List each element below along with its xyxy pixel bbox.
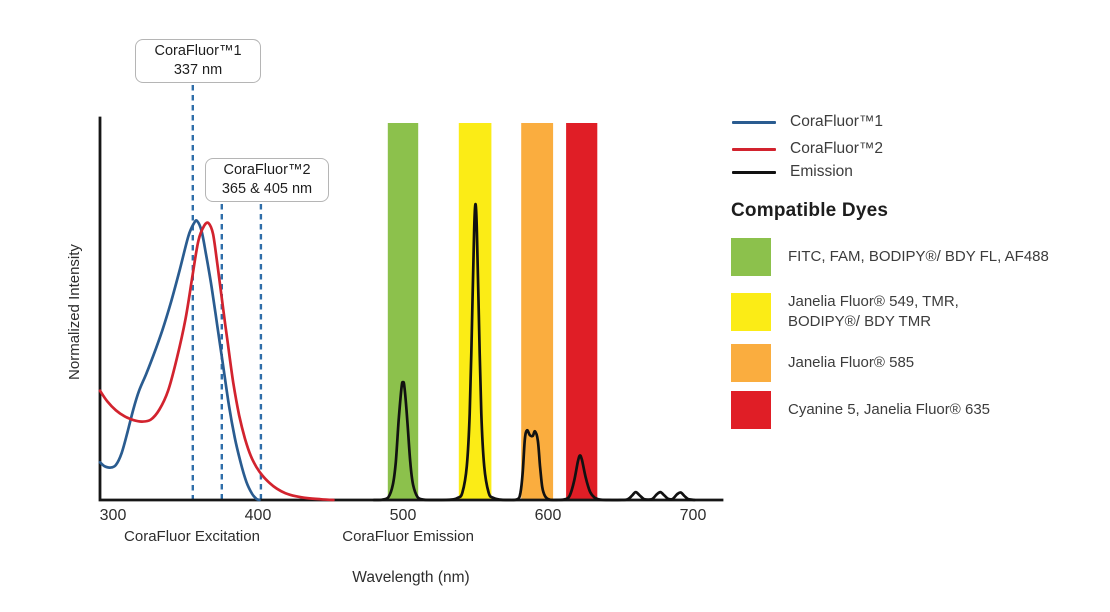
curve-excitation-0 (98, 219, 261, 502)
legend-label: Emission (790, 163, 853, 180)
curve-excitation-1 (98, 221, 335, 502)
callout-title: CoraFluor™2 (223, 162, 311, 178)
dye-item-orange: Janelia Fluor® 585 (731, 344, 914, 382)
x-tick-label-500: 500 (390, 507, 417, 524)
curve-emission-2 (372, 202, 696, 502)
axis-group-label-1: CoraFluor Emission (342, 528, 474, 545)
dye-label: Janelia Fluor® 549, TMR, BODIPY®/ BDY TM… (788, 292, 959, 331)
callout-corafluor1-337nm: CoraFluor™1 337 nm (135, 39, 261, 83)
dye-label-line: BODIPY®/ BDY TMR (788, 312, 932, 330)
legend-item-emission: Emission (732, 162, 853, 182)
dye-label: Janelia Fluor® 585 (788, 353, 914, 373)
legend-item-corafluor2: CoraFluor™2 (732, 139, 883, 159)
dye-label: FITC, FAM, BODIPY®/ BDY FL, AF488 (788, 247, 1049, 267)
legend-line-sample-black (732, 170, 776, 174)
callout-corafluor2-365-405nm: CoraFluor™2 365 & 405 nm (205, 158, 329, 202)
x-axis-title: Wavelength (nm) (352, 569, 469, 586)
filter-band-green (387, 123, 419, 500)
dye-label-line: Janelia Fluor® 585 (788, 354, 915, 372)
filter-band-red (566, 123, 598, 500)
dye-label-line: FITC, FAM, BODIPY®/ BDY FL, AF488 (788, 248, 1049, 266)
compatible-dyes-heading: Compatible Dyes (731, 200, 889, 221)
dye-label: Cyanine 5, Janelia Fluor® 635 (788, 400, 990, 420)
dye-item-yellow: Janelia Fluor® 549, TMR, BODIPY®/ BDY TM… (731, 292, 959, 331)
x-tick-label-700: 700 (680, 507, 707, 524)
x-tick-label-400: 400 (245, 507, 272, 524)
y-axis-title: Normalized Intensity (66, 244, 83, 380)
red-filter-swatch (731, 391, 771, 429)
legend-label: CoraFluor™2 (790, 140, 884, 157)
dye-label-line: Janelia Fluor® 549, TMR, (788, 293, 959, 310)
orange-filter-swatch (731, 344, 771, 382)
dye-label-line: Cyanine 5, Janelia Fluor® 635 (788, 401, 991, 419)
callout-value: 337 nm (173, 62, 223, 78)
yellow-filter-swatch (731, 292, 771, 331)
axis-group-label-0: CoraFluor Excitation (124, 528, 260, 545)
dye-item-green: FITC, FAM, BODIPY®/ BDY FL, AF488 (731, 238, 1049, 276)
legend-item-corafluor1: CoraFluor™1 (732, 112, 883, 132)
dye-item-red: Cyanine 5, Janelia Fluor® 635 (731, 391, 990, 429)
callout-value: 365 & 405 nm (221, 181, 313, 197)
x-tick-label-600: 600 (535, 507, 562, 524)
green-filter-swatch (731, 238, 771, 276)
legend-line-sample-red (732, 147, 776, 151)
x-tick-label-300: 300 (100, 507, 127, 524)
legend-line-sample-blue (732, 120, 776, 124)
filter-band-yellow (458, 123, 492, 500)
legend-label: CoraFluor™1 (790, 113, 884, 130)
callout-title: CoraFluor™1 (154, 43, 242, 59)
